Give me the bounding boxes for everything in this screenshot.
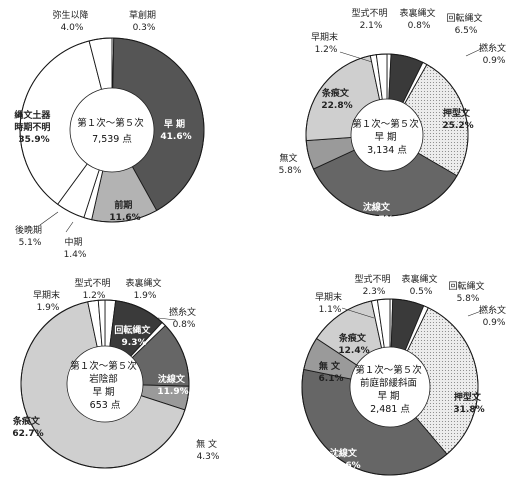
pie-chart-3: 第１次～第５次 岩陰部 早 期 653 点 型式不明 1.2% 表裏縄文 1.9… bbox=[12, 277, 220, 469]
slice-label-joukonmon: 条痕文 22.8% bbox=[321, 87, 353, 111]
slice-label-yoriitomon: 撚糸文 0.9% bbox=[479, 304, 509, 328]
slice-label-kaiten-jomon: 回転縄文 5.8% bbox=[449, 280, 488, 304]
slice-label-sokimatsu: 早期末 1.2% bbox=[311, 31, 341, 55]
leader-line-koubanki bbox=[39, 211, 59, 226]
slice-label-jomon-fumei: 縄文土器 時期不明 35.9% bbox=[14, 109, 53, 145]
slice-label-sokimatsu: 早期末 1.9% bbox=[33, 289, 63, 313]
pie-chart-4-center-label: 第１次～第５次 前庭部緩斜面 早 期 2,481 点 bbox=[355, 364, 425, 415]
pie-chart-2: 第１次～第５次 早 期 3,134 点 型式不明 2.1% 表裏縄文 0.8% … bbox=[279, 7, 509, 225]
slice-label-mumon: 無 文 6.1% bbox=[319, 360, 344, 384]
pie-chart-1-center-label: 第１次～第５次 7,539 点 bbox=[77, 117, 147, 145]
pie-chart-4-hole bbox=[349, 346, 431, 428]
slice-label-chinsenmon: 沈線文 34.7% bbox=[362, 201, 393, 225]
slice-label-oshigatamon: 押型文 31.8% bbox=[453, 391, 484, 415]
slice-label-chinsenmon: 沈線文 11.9% bbox=[157, 373, 188, 397]
pie-chart-3-center-label: 第１次～第５次 岩陰部 早 期 653 点 bbox=[70, 360, 140, 411]
slice-label-koubanki: 後晩期 5.1% bbox=[15, 224, 45, 248]
pie-chart-4: 第１次～第５次 前庭部緩斜面 早 期 2,481 点 型式不明 2.3% 表裏縄… bbox=[301, 273, 509, 476]
slice-label-hyouri-jomon: 表裏縄文 0.5% bbox=[402, 273, 441, 297]
leader-line-yoriitomon bbox=[157, 317, 177, 321]
slice-label-kaiten-jomon: 回転縄文 6.5% bbox=[447, 12, 486, 36]
leader-line-yoriitomon bbox=[467, 309, 485, 317]
pie-outline bbox=[19, 37, 205, 223]
pie-outline bbox=[20, 299, 190, 469]
slice-label-mumon: 無文 5.8% bbox=[279, 152, 302, 176]
slice-label-sokimatsu: 早期末 1.1% bbox=[315, 291, 345, 315]
slice-label-hyouri-jomon: 表裏縄文 0.8% bbox=[400, 7, 439, 31]
slice-label-yayoi: 弥生以降 4.0% bbox=[53, 9, 92, 33]
slice-label-kaiten-jomon: 回転縄文 9.3% bbox=[114, 324, 153, 348]
slice-label-yoriitomon: 撚糸文 0.9% bbox=[479, 42, 509, 66]
leader-line-sokimatsu bbox=[341, 307, 375, 319]
slice-label-katashiki-fumei: 型式不明 2.3% bbox=[355, 273, 394, 297]
pie-chart-1: 第１次～第５次 7,539 点 弥生以降 4.0% 草創期 0.3% 早 期 4… bbox=[14, 9, 205, 260]
leader-line-sokimatsu bbox=[339, 51, 373, 63]
slice-label-joukonmon: 条痕文 12.4% bbox=[338, 332, 370, 356]
pie-chart-1-hole bbox=[69, 87, 155, 173]
leader-line-yoriitomon bbox=[465, 47, 484, 57]
pie-chart-2-hole bbox=[350, 98, 424, 172]
slice-label-katashiki-fumei: 型式不明 1.2% bbox=[75, 277, 114, 301]
leader-line-chuki bbox=[65, 221, 74, 233]
slice-label-katashiki-fumei: 型式不明 2.1% bbox=[352, 7, 391, 31]
slice-label-soki: 早 期 41.6% bbox=[160, 118, 191, 142]
slice-label-oshigatamon: 押型文 25.2% bbox=[442, 107, 473, 131]
slice-label-sosoki: 草創期 0.3% bbox=[129, 9, 159, 33]
slice-label-chuki: 中期 1.4% bbox=[64, 236, 87, 260]
pie-chart-2-center-label: 第１次～第５次 早 期 3,134 点 bbox=[352, 118, 422, 156]
slice-label-mumon: 無 文 4.3% bbox=[196, 438, 220, 462]
slice-label-yoriitomon: 撚糸文 0.8% bbox=[169, 306, 199, 330]
slice-label-joukonmon: 条痕文 62.7% bbox=[12, 415, 44, 439]
slice-label-zenki: 前期 11.6% bbox=[109, 199, 140, 223]
pie-outline bbox=[301, 298, 479, 476]
slice-label-chinsenmon: 沈線文 39.6% bbox=[329, 447, 360, 471]
slice-label-hyouri-jomon: 表裏縄文 1.9% bbox=[126, 277, 165, 301]
pie-outline bbox=[305, 53, 469, 217]
pie-chart-3-hole bbox=[66, 345, 144, 423]
